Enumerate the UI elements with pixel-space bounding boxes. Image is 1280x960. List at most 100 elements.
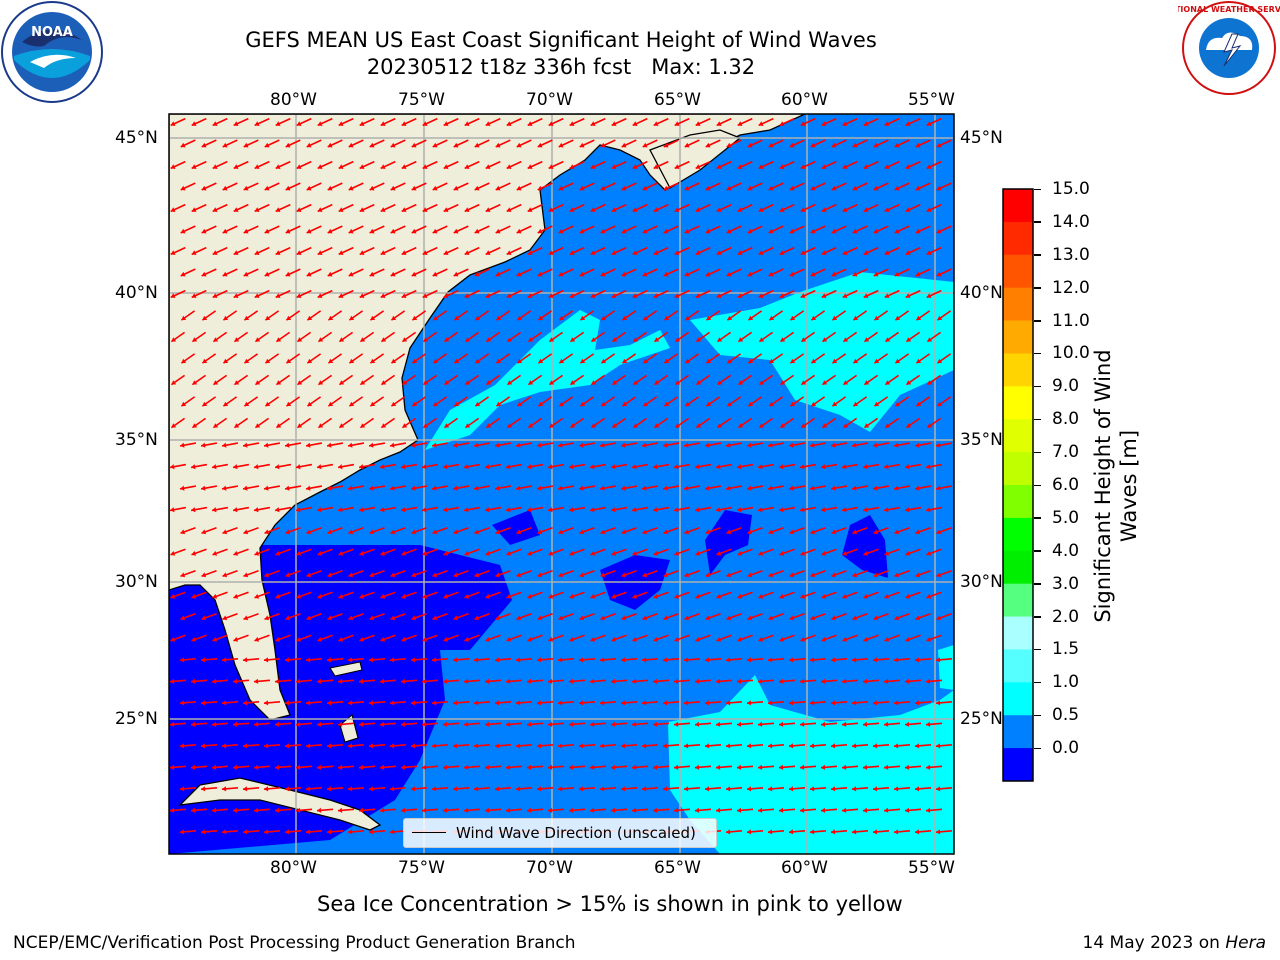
wind-arrow-head [632,550,638,556]
wind-arrow-head [611,807,616,813]
wind-arrow-head [516,786,521,792]
wind-arrow-head [213,423,219,428]
wind-arrow-head [800,764,805,770]
wind-arrow-head [474,442,479,448]
wind-arrow-head [212,807,217,813]
wind-arrow-head [537,185,543,191]
wind-arrow-head [348,743,353,749]
wind-arrow-head [863,250,869,255]
wind-arrow-head [642,442,647,448]
wind-arrow-head [369,700,374,706]
wind-arrow-head [485,764,490,770]
wind-arrow-head [579,185,585,191]
wind-arrow-head [600,271,606,277]
wind-arrow-head [842,550,848,556]
wind-arrow-head [821,593,827,599]
wind-arrow-head [327,228,333,234]
wind-arrow-head [653,678,658,684]
wind-arrow-head [370,401,376,407]
colorbar-tick-label: 1.0 [1052,672,1080,693]
wind-arrow-head [569,207,575,212]
wind-arrow-head [695,721,700,727]
wind-arrow-head [831,185,837,191]
wind-arrow-head [884,121,890,126]
wind-arrow-head [789,228,795,234]
wind-arrow-head [821,721,826,727]
wind-arrow-head [579,657,584,663]
wind-arrow-head [401,593,407,599]
wind-arrow-head [223,358,229,364]
colorbar-band [1003,287,1033,322]
colorbar-band [1003,517,1033,552]
wind-arrow-head [894,228,900,234]
wind-arrow-head [180,271,186,277]
wind-arrow-head [843,337,849,342]
wind-arrow-head [538,315,544,321]
wind-arrow-head [737,807,742,813]
wind-arrow-head [747,442,752,448]
wind-arrow-head [327,572,333,578]
wind-arrow-head [685,401,691,407]
wind-arrow-head [338,764,343,770]
wind-arrow-head [191,678,196,684]
wind-arrow-head [307,401,313,407]
wind-arrow-head [495,529,501,535]
wind-arrow-head [747,615,753,621]
wind-arrow-head [338,121,344,126]
wind-arrow-head [243,485,248,491]
wind-arrow-head [202,358,208,364]
wind-arrow-head [895,315,901,321]
wind-arrow-head [633,337,639,342]
wind-arrow-head [873,228,879,234]
colorbar-tick-label: 2.0 [1052,606,1080,627]
wind-arrow-head [201,442,206,448]
wind-arrow-head [853,358,859,364]
wind-arrow-head [212,550,218,556]
wind-arrow-head [863,164,869,169]
lon-label-top-70w: 70°W [526,90,573,110]
wind-arrow-head [926,121,932,126]
wind-arrow-head [684,786,689,792]
wind-arrow-head [842,636,848,642]
wind-arrow-head [842,678,847,684]
wind-arrow-head [705,572,711,578]
wind-arrow-head [558,572,564,578]
wind-arrow-head [180,485,185,491]
wind-arrow-head [674,507,679,513]
wind-arrow-head [474,485,479,491]
wind-arrow-head [558,700,563,706]
wind-arrow-head [296,721,301,727]
wind-arrow-head [600,228,606,234]
wind-arrow-head [369,615,375,621]
wind-arrow-head [359,721,364,727]
colorbar-tick-mark [1034,616,1041,618]
wind-arrow-head [486,423,492,428]
wind-arrow-head [706,401,712,407]
wind-arrow-head [569,807,574,813]
wind-arrow-head [275,164,281,169]
wind-arrow-head [286,315,292,321]
wind-arrow-head [633,423,639,428]
wind-arrow-head [506,593,512,599]
wind-arrow-head [663,529,669,535]
wind-arrow-head [821,764,826,770]
wind-arrow-head [170,507,175,513]
wind-arrow-head [863,593,869,599]
wind-arrow-head [401,636,407,642]
wind-arrow-head [706,358,712,364]
wind-arrow-head [653,593,659,599]
wind-arrow-head [695,164,701,169]
wind-arrow-head [549,423,555,428]
wind-arrow-head [443,764,448,770]
wind-arrow-head [411,743,416,749]
wind-arrow-head [528,423,534,428]
wind-arrow-head [233,636,239,642]
wind-arrow-head [496,358,502,364]
wind-arrow-head [800,550,806,556]
wind-arrow-head [422,721,427,727]
wind-arrow-head [884,550,890,556]
wind-arrow-head [579,572,585,578]
wind-arrow-head [789,185,795,191]
wind-arrow-head [674,250,680,255]
wind-arrow-head [779,164,785,169]
